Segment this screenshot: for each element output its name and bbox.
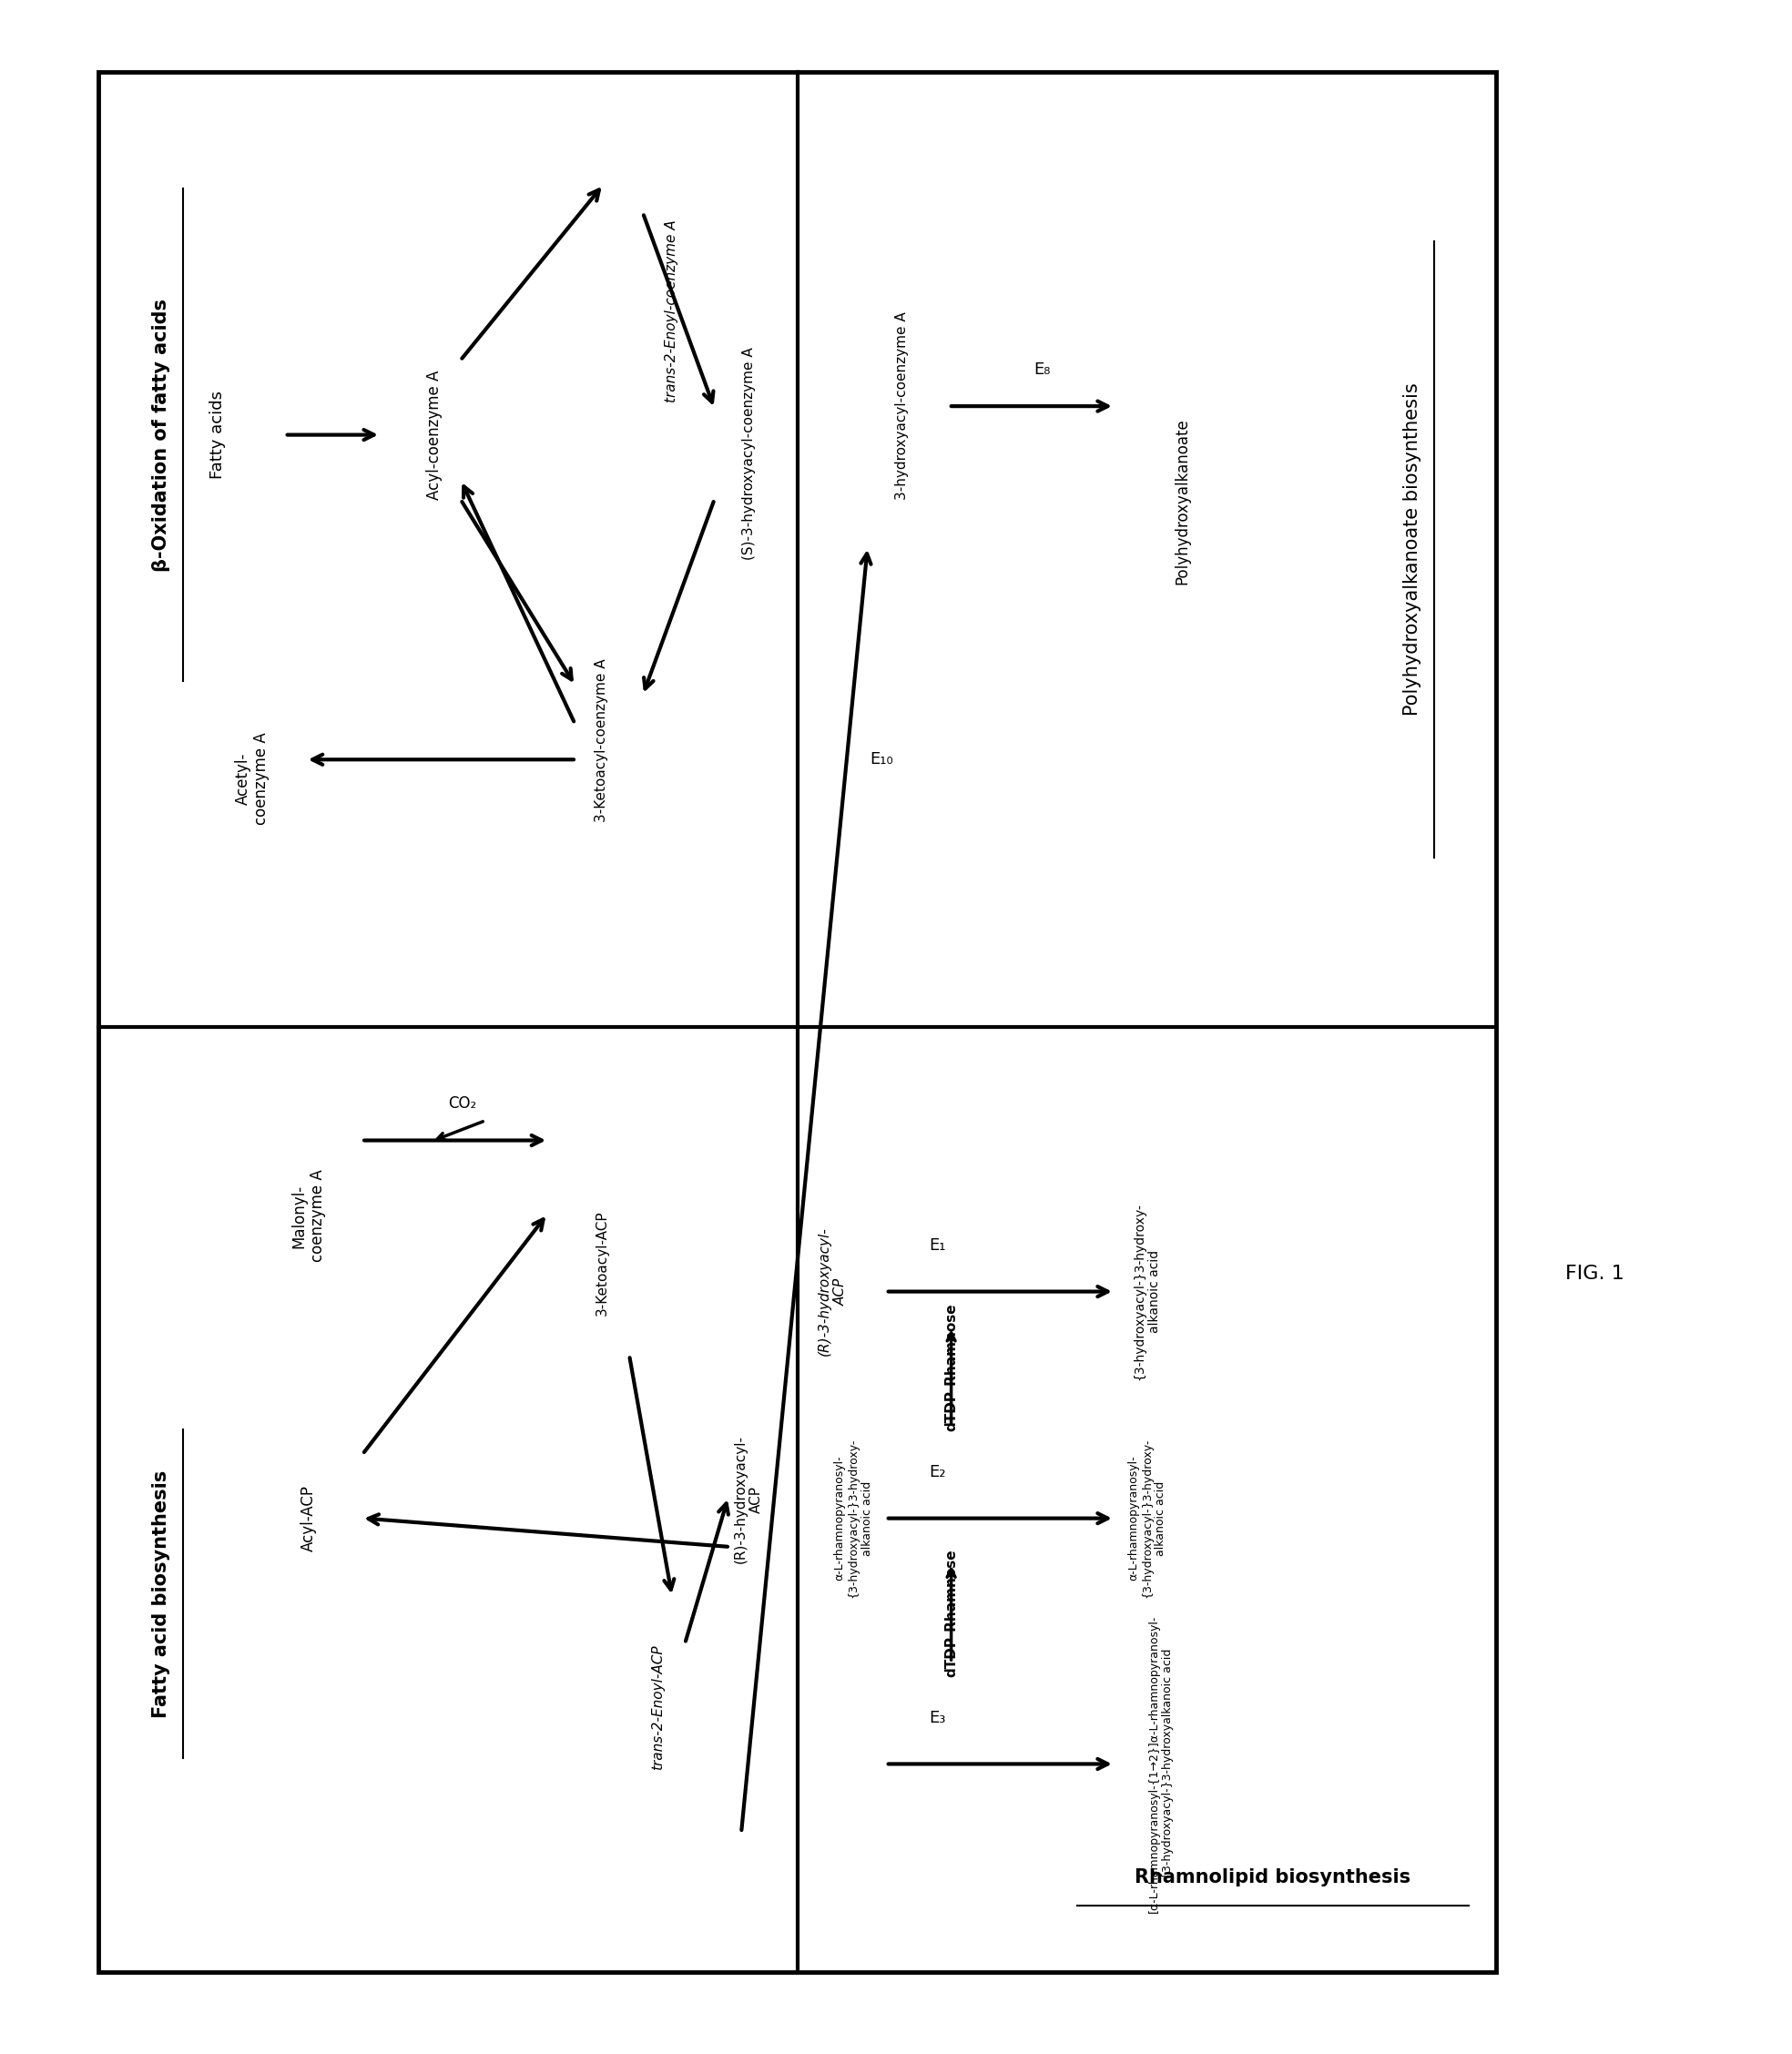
Text: E₁₀: E₁₀: [869, 752, 892, 768]
Text: Fatty acids: Fatty acids: [210, 390, 226, 479]
Text: 3-Ketoacyl-coenzyme A: 3-Ketoacyl-coenzyme A: [595, 659, 609, 822]
Text: (R)-3-hydroxyacyl-
ACP: (R)-3-hydroxyacyl- ACP: [817, 1226, 848, 1356]
Text: [α-L-rhamnopyranosyl-{1→2}]α-L-rhamnopyranosyl-
{3-hydroxyacyl-}3-hydroxyalkanoi: [α-L-rhamnopyranosyl-{1→2}]α-L-rhamnopyr…: [1149, 1614, 1174, 1912]
Text: 3-Ketoacyl-ACP: 3-Ketoacyl-ACP: [595, 1210, 609, 1317]
Text: E₈: E₈: [1034, 362, 1050, 378]
Text: (R)-3-hydroxyacyl-
ACP: (R)-3-hydroxyacyl- ACP: [733, 1436, 763, 1563]
Text: β-Oxidation of fatty acids: β-Oxidation of fatty acids: [152, 298, 170, 571]
Text: E₃: E₃: [928, 1709, 946, 1725]
Text: Acyl-ACP: Acyl-ACP: [299, 1485, 317, 1551]
Bar: [99, 72, 1496, 1972]
Text: (S)-3-hydroxyacyl-coenzyme A: (S)-3-hydroxyacyl-coenzyme A: [742, 347, 756, 561]
Text: Polyhydroxyalkanoate: Polyhydroxyalkanoate: [1174, 419, 1190, 585]
Text: E₁: E₁: [928, 1237, 946, 1253]
Text: Rhamnolipid biosynthesis: Rhamnolipid biosynthesis: [1134, 1869, 1410, 1886]
Text: Malonyl-
coenzyme A: Malonyl- coenzyme A: [290, 1169, 326, 1263]
Text: α-L-rhamnopyranosyl-
{3-hydroxyacyl-}3-hydroxy-
alkanoic acid: α-L-rhamnopyranosyl- {3-hydroxyacyl-}3-h…: [833, 1438, 873, 1598]
Text: Polyhydroxyalkanoate biosynthesis: Polyhydroxyalkanoate biosynthesis: [1403, 382, 1421, 717]
Text: Acyl-coenzyme A: Acyl-coenzyme A: [426, 370, 443, 499]
Text: dTDP-Rhamnose: dTDP-Rhamnose: [944, 1302, 959, 1432]
Text: 3-hydroxyacyl-coenzyme A: 3-hydroxyacyl-coenzyme A: [896, 312, 909, 501]
Text: FIG. 1: FIG. 1: [1566, 1265, 1624, 1282]
Text: trans-2-Enoyl-coenzyme A: trans-2-Enoyl-coenzyme A: [665, 220, 679, 403]
Text: CO₂: CO₂: [448, 1095, 477, 1111]
Text: dTDP-Rhamnose: dTDP-Rhamnose: [944, 1549, 959, 1676]
Text: E₂: E₂: [928, 1465, 946, 1481]
Text: {3-hydroxyacyl-}3-hydroxy-
alkanoic acid: {3-hydroxyacyl-}3-hydroxy- alkanoic acid: [1133, 1204, 1161, 1380]
Text: trans-2-Enoyl-ACP: trans-2-Enoyl-ACP: [650, 1645, 665, 1771]
Text: Acetyl-
coenzyme A: Acetyl- coenzyme A: [235, 733, 271, 826]
Text: Fatty acid biosynthesis: Fatty acid biosynthesis: [152, 1471, 170, 1717]
Text: α-L-rhamnopyranosyl-
{3-hydroxyacyl-}3-hydroxy-
alkanoic acid: α-L-rhamnopyranosyl- {3-hydroxyacyl-}3-h…: [1127, 1438, 1167, 1598]
